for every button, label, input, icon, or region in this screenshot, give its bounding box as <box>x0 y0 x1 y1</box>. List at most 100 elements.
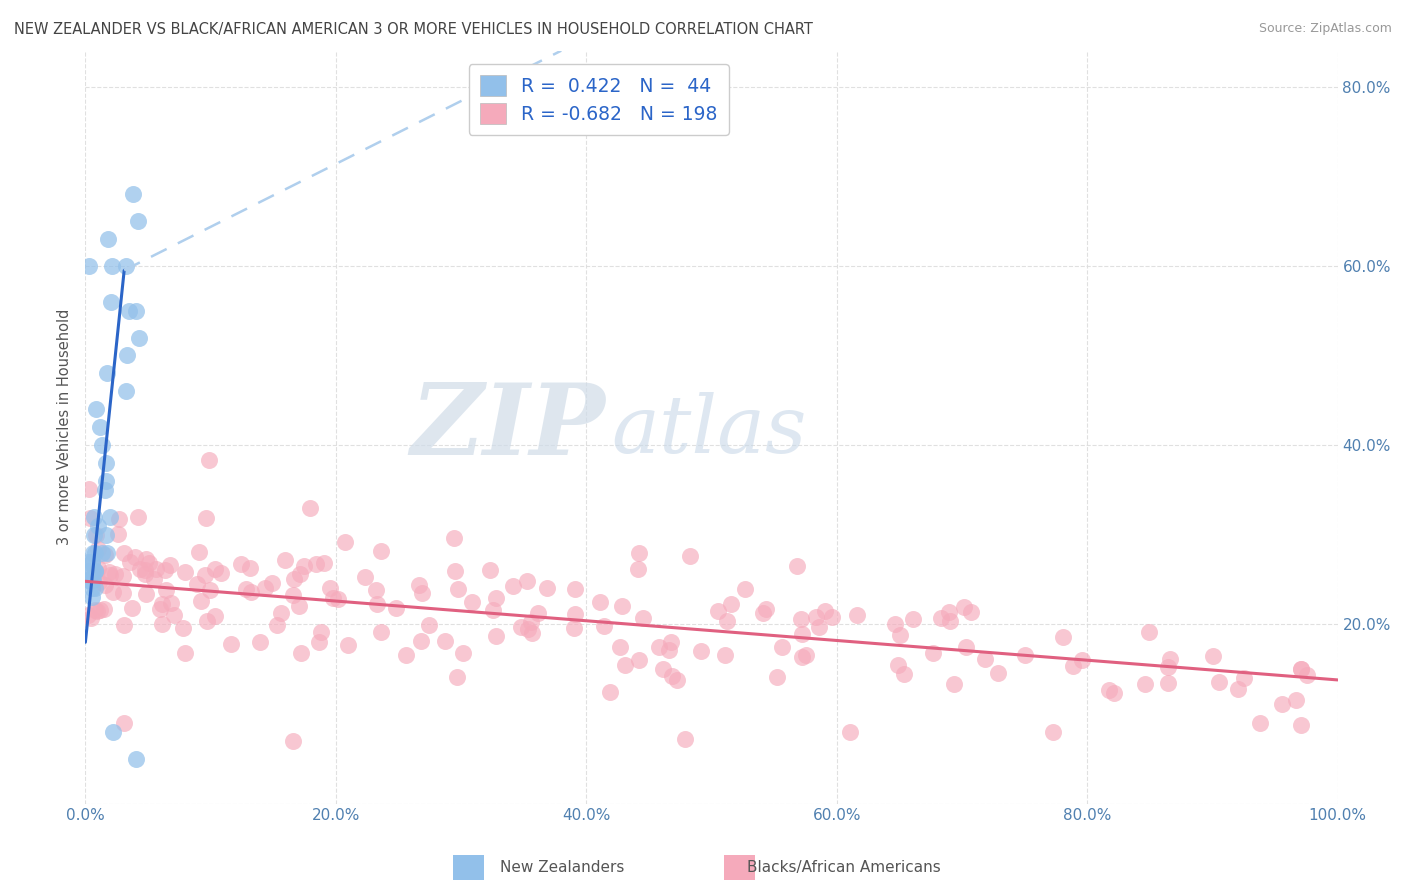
Point <box>319 582 342 596</box>
Point <box>299 500 322 515</box>
Point <box>96 367 118 381</box>
Point <box>673 731 696 746</box>
Point <box>790 612 813 626</box>
Point <box>755 602 778 616</box>
Point <box>353 570 375 584</box>
Point <box>443 531 465 545</box>
Point <box>145 562 167 576</box>
Point <box>716 614 738 628</box>
Point <box>522 625 544 640</box>
Point <box>79 611 101 625</box>
Point <box>80 573 103 587</box>
Point <box>229 558 252 572</box>
Point <box>679 549 702 564</box>
Point <box>288 566 311 581</box>
Point <box>370 624 392 639</box>
Point <box>446 670 468 684</box>
Point <box>172 621 194 635</box>
Point <box>194 567 217 582</box>
Point <box>82 582 104 596</box>
Point <box>309 624 332 639</box>
Point <box>714 648 737 663</box>
Point <box>188 544 211 558</box>
Point <box>82 564 104 578</box>
Point <box>385 600 408 615</box>
Point <box>609 640 631 655</box>
Point <box>328 591 350 606</box>
Point <box>1062 659 1084 673</box>
Point <box>82 573 104 587</box>
Point <box>115 348 138 362</box>
Point <box>1289 662 1312 676</box>
Point <box>901 612 924 626</box>
Point <box>204 608 226 623</box>
Point <box>77 259 100 273</box>
Point <box>665 673 688 687</box>
Point <box>96 456 118 470</box>
Point <box>599 684 621 698</box>
Point <box>127 509 149 524</box>
Point <box>648 640 671 654</box>
Point <box>411 634 433 648</box>
Point <box>1102 686 1125 700</box>
Point <box>87 542 110 557</box>
Point <box>1070 653 1092 667</box>
Point <box>163 607 186 622</box>
Point <box>627 562 650 576</box>
Point <box>370 543 392 558</box>
Point <box>150 597 173 611</box>
Point <box>266 618 288 632</box>
Point <box>960 605 983 619</box>
Point <box>94 548 117 562</box>
Point <box>135 587 157 601</box>
Point <box>94 483 117 497</box>
Point <box>98 509 121 524</box>
Point <box>287 599 309 614</box>
Point <box>610 599 633 614</box>
Point <box>1233 671 1256 685</box>
Point <box>84 402 107 417</box>
Point <box>366 597 388 611</box>
Point <box>249 635 271 649</box>
Point <box>195 511 218 525</box>
Point <box>118 303 141 318</box>
Point <box>155 583 177 598</box>
Point <box>79 564 101 578</box>
Point <box>1285 692 1308 706</box>
Point <box>1291 662 1313 676</box>
Point <box>83 509 105 524</box>
Point <box>124 549 146 564</box>
Point <box>592 619 614 633</box>
Point <box>91 546 114 560</box>
Point <box>516 574 538 588</box>
Point <box>942 677 965 691</box>
Point <box>335 534 357 549</box>
Point <box>1157 675 1180 690</box>
Point <box>219 637 242 651</box>
Point <box>690 644 713 658</box>
Point <box>79 511 101 525</box>
Point <box>451 646 474 660</box>
Point <box>112 715 135 730</box>
Point <box>93 578 115 592</box>
Point <box>1014 648 1036 662</box>
Point <box>706 604 728 618</box>
Point <box>366 583 388 598</box>
Point <box>953 599 976 614</box>
Point <box>125 752 148 766</box>
Text: ZIP: ZIP <box>411 379 605 475</box>
Point <box>792 627 814 641</box>
Text: atlas: atlas <box>612 392 807 470</box>
Point <box>195 614 218 628</box>
Point <box>121 601 143 615</box>
Text: NEW ZEALANDER VS BLACK/AFRICAN AMERICAN 3 OR MORE VEHICLES IN HOUSEHOLD CORRELAT: NEW ZEALANDER VS BLACK/AFRICAN AMERICAN … <box>14 22 813 37</box>
Point <box>510 620 533 634</box>
Point <box>128 330 150 344</box>
Point <box>838 725 860 739</box>
Point <box>516 622 538 636</box>
Point <box>794 648 817 662</box>
Point <box>1296 668 1319 682</box>
Point <box>87 518 110 533</box>
Point <box>84 546 107 560</box>
Point <box>84 603 107 617</box>
